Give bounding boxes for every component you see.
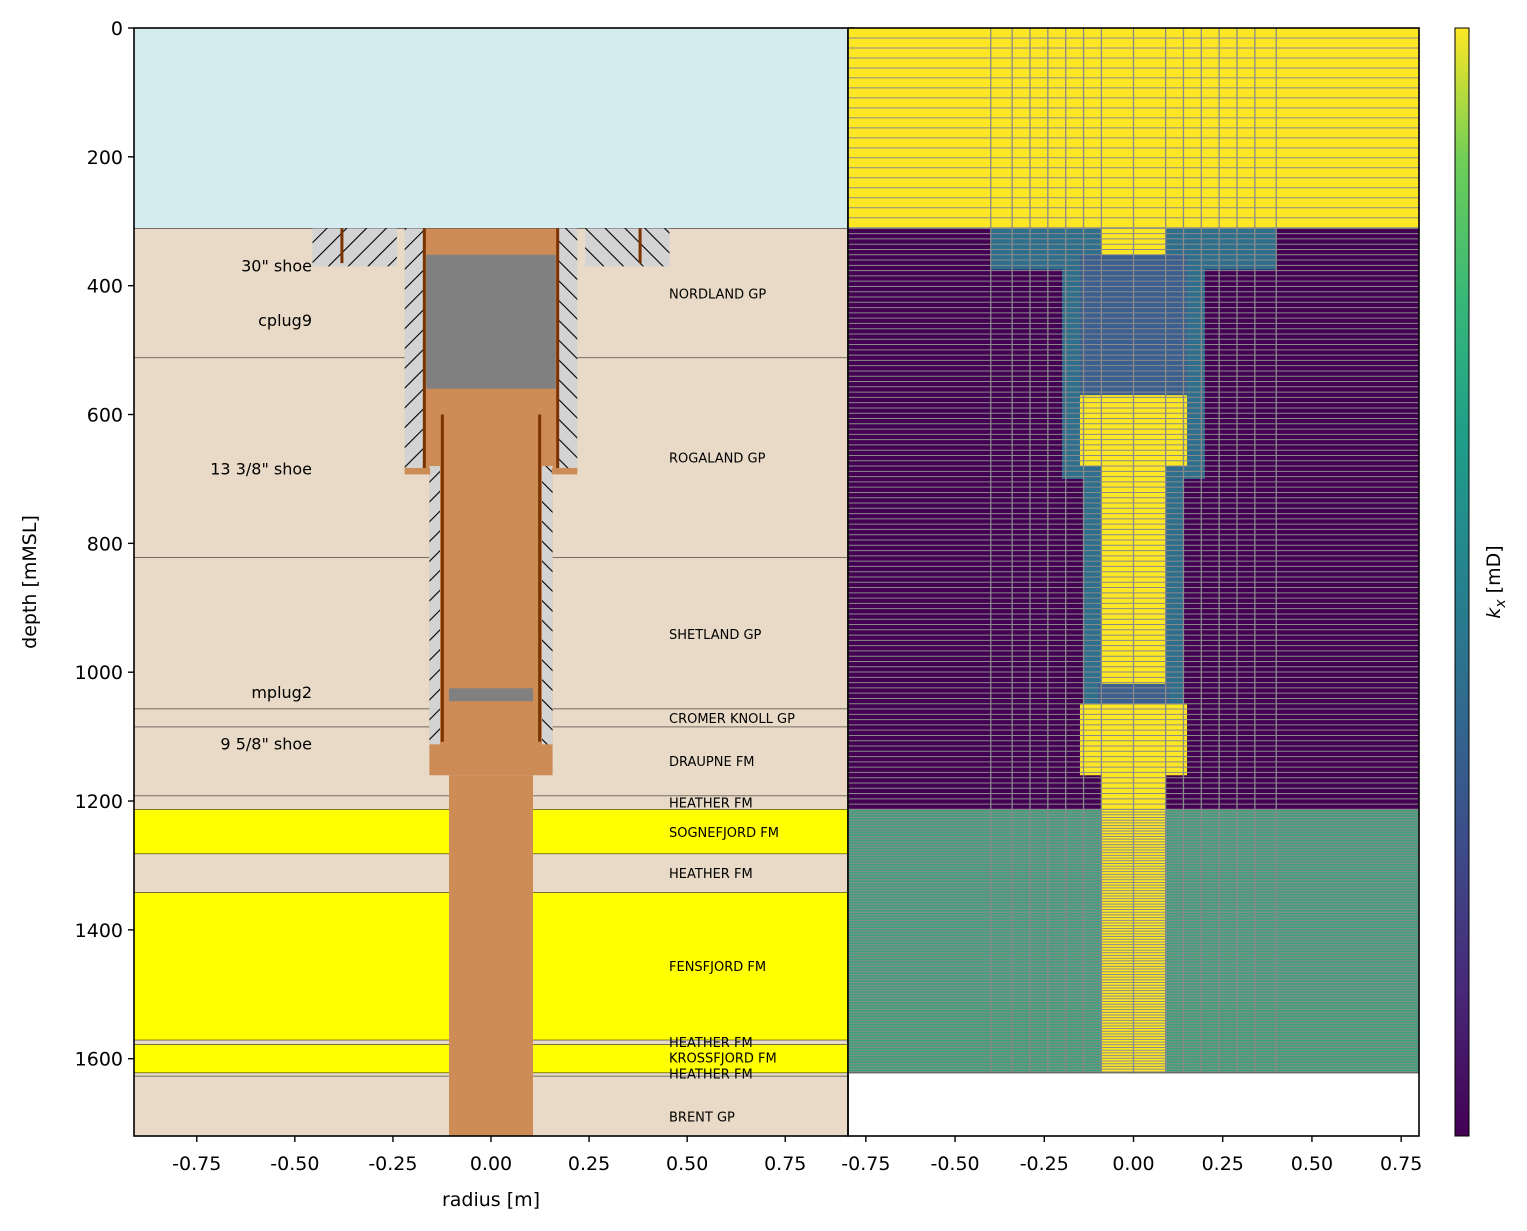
x-tick-label: -0.25 [368, 1153, 417, 1175]
right-x-axis-ticks: -0.75 -0.50 -0.25 0.00 0.25 0.50 0.75 [841, 1136, 1422, 1175]
surface-bore [429, 414, 553, 776]
permeability-grid-panel [848, 28, 1419, 1074]
surface-shoe-ledge-left [404, 467, 431, 475]
kx-zone-bore-fluid-left [1101, 466, 1134, 684]
mplug2-plug [449, 688, 533, 702]
x-tick-label: 0.25 [568, 1153, 610, 1175]
x-tick-label: 0.50 [1291, 1153, 1333, 1175]
surface-annulus-left [404, 228, 425, 473]
well-barriers [312, 228, 670, 1136]
barrier-annotation: 9 5/8" shoe [220, 734, 312, 753]
y-axis-ticks: 0 200 400 600 800 1000 1200 1400 1600 [75, 18, 854, 1071]
surface-shoe-ledge-right [551, 467, 578, 475]
formation-label: ROGALAND GP [669, 452, 766, 467]
kx-zone-shoe-fluid-right [1133, 704, 1188, 776]
conductor-annulus-left [312, 228, 397, 267]
formation-label: FENSFJORD FM [669, 960, 766, 975]
x-tick-label: 0.50 [666, 1153, 708, 1175]
conductor-annulus-right [585, 228, 670, 267]
colorbar-label: kx [mD] [1483, 545, 1509, 618]
barrier-annotation: 30" shoe [241, 256, 312, 275]
well-schematic-panel [134, 28, 848, 1136]
x-tick-label: 0.75 [1380, 1153, 1422, 1175]
production-annulus-right [542, 466, 553, 745]
y-tick-label: 1400 [75, 920, 123, 942]
cplug9-plug [426, 254, 556, 389]
barrier-annotation: cplug9 [258, 311, 312, 330]
left-x-axis-ticks: -0.75 -0.50 -0.25 0.00 0.25 0.50 0.75 [172, 1136, 806, 1175]
barrier-annotation: mplug2 [251, 683, 312, 702]
kx-zone-mplug2-left [1097, 683, 1134, 705]
x-tick-label: -0.50 [930, 1153, 979, 1175]
x-tick-label: 0.00 [1112, 1153, 1154, 1175]
y-tick-label: 1600 [75, 1049, 123, 1071]
kx-zone-bore-fluid-right [1133, 466, 1166, 684]
colorbar [1454, 27, 1470, 1137]
kx-zone-casing-fluid-right [1133, 395, 1188, 467]
y-tick-label: 1200 [75, 791, 123, 813]
x-tick-label: 0.00 [470, 1153, 512, 1175]
formation-label: CROMER KNOLL GP [669, 712, 795, 727]
x-axis-label: radius [m] [442, 1189, 540, 1211]
formation-label: HEATHER FM [669, 867, 753, 882]
x-tick-label: 0.25 [1202, 1153, 1244, 1175]
kx-zone-shoe-fluid-left [1079, 704, 1134, 776]
kx-zone-casing-fluid-left [1079, 395, 1134, 467]
kx-zone-production-casing-cement-right [1165, 466, 1184, 747]
surface-annulus-right [557, 228, 578, 473]
formation-label: SHETLAND GP [669, 628, 762, 643]
kx-zone-mplug2-right [1133, 683, 1170, 705]
kx-zone-production-casing-cement-left [1083, 466, 1102, 747]
y-tick-label: 1000 [75, 662, 123, 684]
formation-label: HEATHER FM [669, 1036, 753, 1051]
formation-label: NORDLAND GP [669, 287, 766, 302]
kx-zone-cplug9-left [1079, 254, 1134, 396]
open-hole [449, 775, 533, 1136]
kx-zone-cplug9-right [1133, 254, 1188, 396]
formation-label: HEATHER FM [669, 1068, 753, 1083]
formation-labels: NORDLAND GP ROGALAND GP SHETLAND GP CROMER … [669, 287, 795, 1125]
y-tick-label: 200 [87, 147, 123, 169]
formation-label: KROSSFJORD FM [669, 1051, 777, 1066]
x-tick-label: 0.75 [764, 1153, 806, 1175]
y-tick-label: 600 [87, 405, 123, 427]
formation-label: BRENT GP [669, 1111, 735, 1126]
x-tick-label: -0.75 [841, 1153, 890, 1175]
mesh-grid-lines [848, 28, 1419, 1074]
seawater-layer [134, 28, 848, 229]
barrier-annotations: 30" shoe cplug9 13 3/8" shoe mplug2 9 5/8" s… [210, 256, 312, 753]
production-annulus-left [429, 466, 440, 745]
y-tick-label: 400 [87, 276, 123, 298]
x-tick-label: -0.50 [270, 1153, 319, 1175]
formation-label: DRAUPNE FM [669, 755, 755, 770]
x-tick-label: -0.25 [1020, 1153, 1069, 1175]
y-tick-label: 800 [87, 533, 123, 555]
y-axis-label: depth [mMSL] [19, 515, 41, 649]
y-tick-label: 0 [111, 18, 123, 40]
x-tick-label: -0.75 [172, 1153, 221, 1175]
formation-label: HEATHER FM [669, 796, 753, 811]
barrier-annotation: 13 3/8" shoe [210, 459, 312, 478]
formation-label: SOGNEFJORD FM [669, 826, 779, 841]
